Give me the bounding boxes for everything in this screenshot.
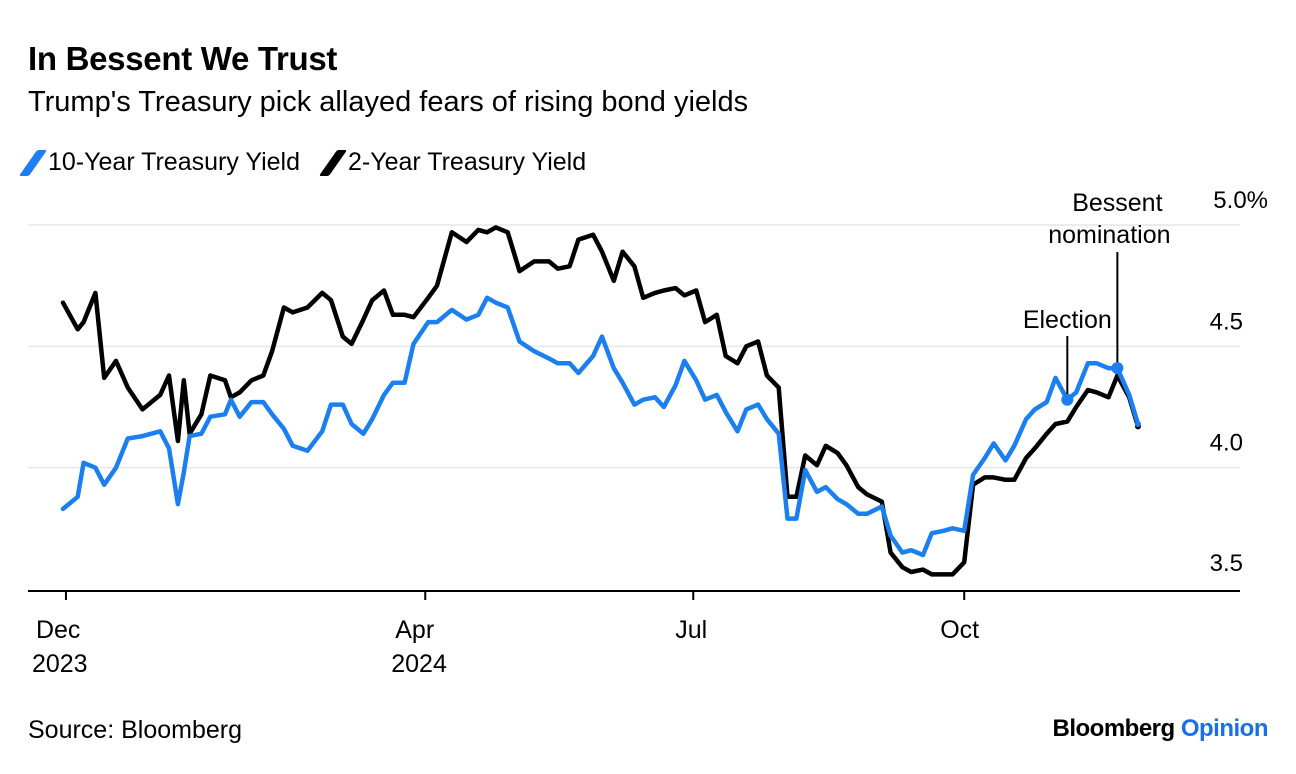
chart-subtitle: Trump's Treasury pick allayed fears of r… (28, 86, 749, 118)
legend: 10-Year Treasury Yield 2-Year Treasury Y… (18, 148, 587, 177)
y-tick-label: 3.5 (1210, 550, 1243, 577)
source-note: Source: Bloomberg (28, 716, 243, 744)
grid-lines (28, 224, 1240, 469)
series-line-10y (60, 295, 1141, 558)
annotation-label: nomination (1048, 221, 1170, 249)
annotation-label: Election (1023, 306, 1112, 334)
annotation-marker (1061, 393, 1074, 406)
y-tick-label: 4.0 (1210, 430, 1243, 457)
chart-title: In Bessent We Trust (28, 40, 338, 77)
annotations: Election Bessent nomination (1023, 189, 1171, 406)
x-tick-label: Dec (36, 616, 80, 644)
y-tick-label: 5.0% (1213, 187, 1268, 214)
legend-item-10y: 10-Year Treasury Yield (18, 148, 301, 177)
y-axis: 3.5 4.0 4.5 5.0% (1210, 187, 1268, 577)
brand-main: Bloomberg (1052, 715, 1176, 742)
legend-label-2y: 2-Year Treasury Yield (348, 148, 587, 176)
brand-logo: Bloomberg Opinion (1053, 715, 1269, 743)
series-end-point (1135, 420, 1141, 427)
y-tick-label: 4.5 (1210, 308, 1243, 335)
series-layer (60, 225, 1141, 577)
annotation-label: Bessent (1072, 189, 1162, 217)
annotation-marker (1111, 362, 1124, 375)
x-tick-label: Apr (395, 616, 434, 644)
x-tick-sublabel: 2023 (32, 650, 88, 678)
x-tick-label: Jul (675, 616, 707, 644)
x-axis: Dec 2023 Apr 2024 Jul Oct (28, 590, 1240, 678)
brand-accent: Opinion (1180, 715, 1269, 742)
x-tick-sublabel: 2024 (391, 650, 447, 678)
legend-item-2y: 2-Year Treasury Yield (318, 148, 587, 177)
series-line-2y (60, 225, 1141, 577)
legend-label-10y: 10-Year Treasury Yield (48, 148, 301, 176)
x-tick-label: Oct (940, 616, 979, 644)
